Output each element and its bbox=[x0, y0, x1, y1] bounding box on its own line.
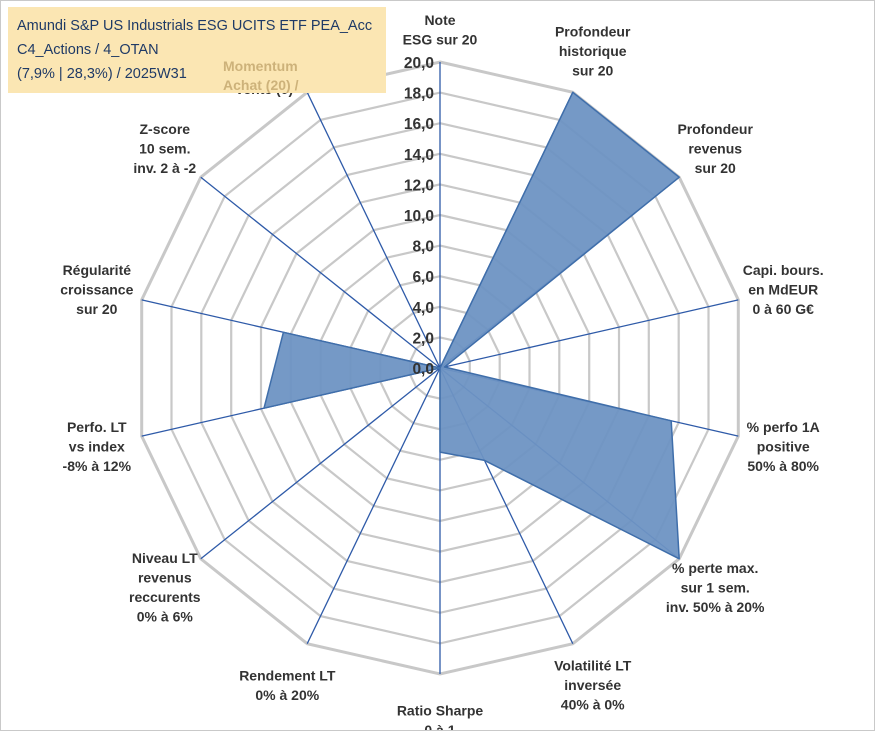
axis-label-line: Capi. bours. bbox=[743, 262, 824, 278]
axis-label-line: Rendement LT bbox=[239, 667, 336, 683]
radar-series bbox=[263, 91, 680, 560]
axis-label: Profondeur historique sur 20 bbox=[555, 23, 631, 78]
r-tick-label: 4,0 bbox=[412, 300, 434, 317]
radar-spoke bbox=[306, 367, 441, 644]
axis-label-line: positive bbox=[757, 438, 810, 454]
axis-label-line: 50% à 80% bbox=[747, 458, 819, 474]
r-tick-label: 20,0 bbox=[404, 55, 434, 72]
radar-spoke bbox=[200, 367, 441, 560]
axis-label-line: croissance bbox=[60, 282, 133, 298]
radar-spoke bbox=[306, 92, 441, 369]
axis-label-line: -8% à 12% bbox=[63, 458, 132, 474]
axis-label-line: ESG sur 20 bbox=[403, 32, 478, 48]
radar-spoke bbox=[439, 299, 739, 369]
axis-label: Rendement LT 0% à 20% bbox=[239, 667, 336, 703]
axis-label-line: vs index bbox=[69, 438, 125, 454]
axis-label: Z-score 10 sem. inv. 2 à -2 bbox=[133, 121, 196, 176]
axis-label-line: inv. 50% à 20% bbox=[666, 599, 765, 615]
r-tick-label: 12,0 bbox=[404, 177, 434, 194]
axis-label-line: revenus bbox=[138, 570, 192, 586]
chart-title-line2: C4_Actions / 4_OTAN bbox=[17, 42, 159, 58]
axis-label-line: reccurents bbox=[129, 589, 201, 605]
axis-label-line: 40% à 0% bbox=[561, 697, 625, 713]
r-tick-label: 6,0 bbox=[412, 269, 434, 286]
axis-label-line: en MdEUR bbox=[748, 282, 818, 298]
axis-label: Profondeur revenus sur 20 bbox=[677, 121, 753, 176]
momentum-label-line2: Achat (20) / bbox=[223, 77, 299, 93]
radar-spoke bbox=[200, 176, 441, 369]
axis-label-line: 0 à 1 bbox=[424, 722, 455, 730]
axis-label: % perte max. sur 1 sem. inv. 50% à 20% bbox=[666, 560, 765, 615]
axis-label-line: Profondeur bbox=[677, 121, 753, 137]
r-tick-label: 8,0 bbox=[412, 239, 434, 256]
axis-label-line: Profondeur bbox=[555, 23, 631, 39]
axis-label: Régularité croissance sur 20 bbox=[60, 262, 133, 317]
axis-label: Note ESG sur 20 bbox=[403, 12, 478, 48]
axis-label-line: 0% à 6% bbox=[137, 609, 194, 625]
series-area bbox=[263, 91, 680, 560]
axis-label-line: sur 20 bbox=[76, 301, 117, 317]
axis-label-line: % perte max. bbox=[672, 560, 758, 576]
axis-label-line: 10 sem. bbox=[139, 141, 190, 157]
chart-title-line1: Amundi S&P US Industrials ESG UCITS ETF … bbox=[17, 18, 373, 34]
axis-label-line: % perfo 1A bbox=[747, 419, 820, 435]
axis-label: Ratio Sharpe 0 à 1 bbox=[397, 702, 484, 730]
axis-label: Perfo. LT vs index -8% à 12% bbox=[63, 419, 132, 474]
axis-label-line: sur 20 bbox=[572, 62, 613, 78]
axis-label-line: 0 à 60 G€ bbox=[752, 301, 814, 317]
r-tick-label: 2,0 bbox=[412, 330, 434, 347]
axis-label-line: revenus bbox=[688, 141, 742, 157]
axis-label-line: inv. 2 à -2 bbox=[133, 160, 196, 176]
axis-label-line: Perfo. LT bbox=[67, 419, 127, 435]
axis-label: Niveau LT revenus reccurents 0% à 6% bbox=[129, 550, 201, 625]
r-tick-label: 0,0 bbox=[412, 361, 434, 378]
radial-tick-labels: 0,0 2,0 4,0 6,0 8,0 10,0 12,0 14,0 16,0 18,0 20,0 bbox=[404, 55, 434, 378]
axis-label: % perfo 1A positive 50% à 80% bbox=[747, 419, 820, 474]
axis-label-line: historique bbox=[559, 43, 627, 59]
axis-label-line: inversée bbox=[564, 677, 621, 693]
axis-labels: Note ESG sur 20 Profondeur historique sur 20… bbox=[60, 12, 823, 730]
axis-label-line: Niveau LT bbox=[132, 550, 198, 566]
momentum-label-line1: Momentum bbox=[223, 58, 298, 74]
r-tick-label: 16,0 bbox=[404, 116, 434, 133]
axis-label-line: Régularité bbox=[63, 262, 132, 278]
r-tick-label: 18,0 bbox=[404, 86, 434, 103]
r-tick-label: 14,0 bbox=[404, 147, 434, 164]
axis-label-line: Note bbox=[424, 12, 455, 28]
momentum-label: Momentum Achat (20) / bbox=[223, 57, 298, 95]
axis-label-line: Z-score bbox=[140, 121, 191, 137]
axis-label: Volatilité LT inversée 40% à 0% bbox=[554, 658, 632, 713]
r-tick-label: 10,0 bbox=[404, 208, 434, 225]
axis-label-line: Ratio Sharpe bbox=[397, 702, 484, 718]
axis-label-line: Volatilité LT bbox=[554, 658, 632, 674]
chart-title-box: Amundi S&P US Industrials ESG UCITS ETF … bbox=[8, 7, 386, 93]
axis-label: Capi. bours. en MdEUR 0 à 60 G€ bbox=[743, 262, 824, 317]
axis-label-line: sur 20 bbox=[695, 160, 736, 176]
axis-label-line: 0% à 20% bbox=[255, 687, 319, 703]
axis-label-line: sur 1 sem. bbox=[681, 580, 750, 596]
chart-title-line3: (7,9% | 28,3%) / 2025W31 bbox=[17, 66, 187, 82]
